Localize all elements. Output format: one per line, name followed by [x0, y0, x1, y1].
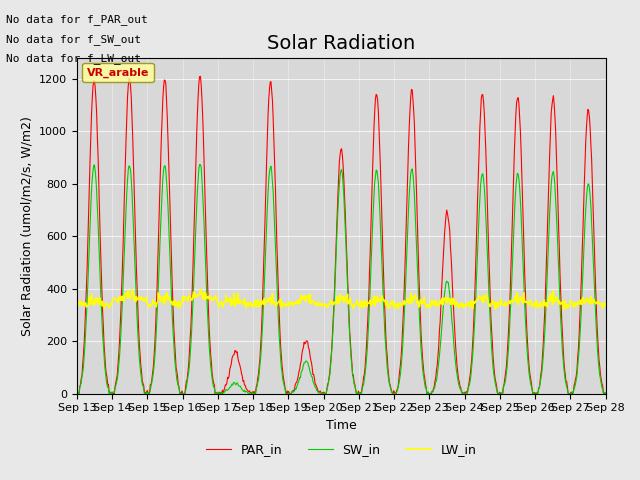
LW_in	[196, 287, 204, 292]
LW_in	[83, 304, 90, 310]
PAR_in	[196, 73, 204, 79]
LW_in	[602, 302, 609, 308]
SW_in	[406, 180, 414, 186]
PAR_in	[73, 391, 81, 396]
PAR_in	[74, 391, 82, 396]
SW_in	[83, 315, 90, 321]
PAR_in	[191, 184, 199, 190]
SW_in	[137, 371, 145, 376]
SW_in	[602, 391, 609, 396]
SW_in	[196, 162, 204, 168]
Text: No data for f_SW_out: No data for f_SW_out	[6, 34, 141, 45]
LW_in	[73, 301, 81, 307]
PAR_in	[83, 266, 91, 272]
Y-axis label: Solar Radiation (umol/m2/s, W/m2): Solar Radiation (umol/m2/s, W/m2)	[20, 116, 33, 336]
LW_in	[137, 296, 145, 302]
LW_in	[560, 306, 568, 312]
Legend: PAR_in, SW_in, LW_in: PAR_in, SW_in, LW_in	[201, 438, 481, 461]
Line: LW_in: LW_in	[77, 289, 605, 309]
PAR_in	[220, 388, 228, 394]
SW_in	[422, 385, 429, 391]
PAR_in	[602, 391, 609, 396]
Title: Solar Radiation: Solar Radiation	[267, 34, 415, 53]
LW_in	[191, 295, 198, 301]
LW_in	[406, 300, 414, 306]
LW_in	[220, 303, 227, 309]
SW_in	[220, 390, 227, 396]
LW_in	[422, 301, 429, 307]
PAR_in	[422, 384, 430, 390]
Text: No data for f_PAR_out: No data for f_PAR_out	[6, 14, 148, 25]
PAR_in	[407, 94, 415, 100]
PAR_in	[138, 369, 145, 375]
Line: PAR_in: PAR_in	[77, 76, 605, 394]
SW_in	[73, 391, 81, 396]
Line: SW_in: SW_in	[77, 165, 605, 394]
SW_in	[191, 260, 198, 266]
X-axis label: Time: Time	[326, 419, 356, 432]
Text: No data for f_LW_out: No data for f_LW_out	[6, 53, 141, 64]
